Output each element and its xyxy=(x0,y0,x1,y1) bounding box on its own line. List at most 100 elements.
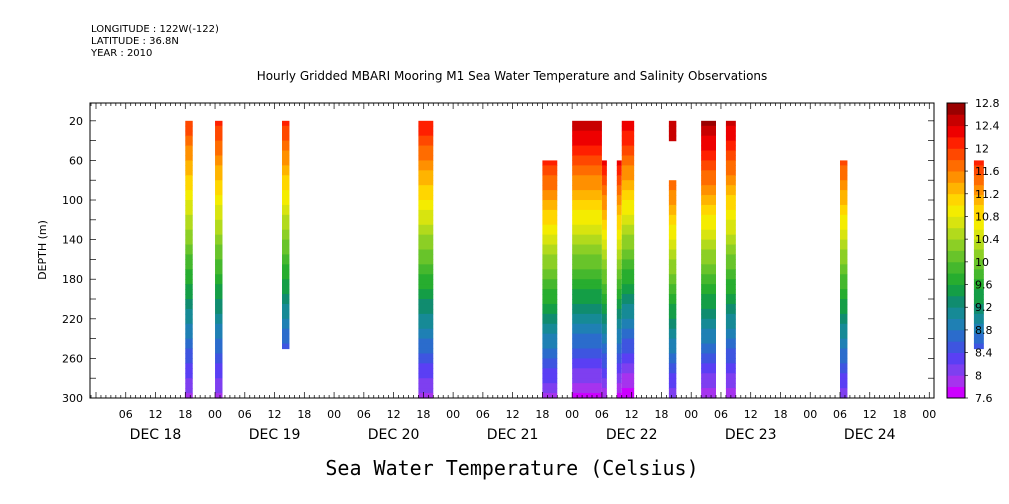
data-cell xyxy=(572,303,602,310)
data-cell xyxy=(701,338,716,345)
x-tick-label: 12 xyxy=(506,408,520,421)
data-cell xyxy=(572,150,602,157)
data-cell xyxy=(973,254,984,261)
data-cell xyxy=(621,130,635,137)
data-cell xyxy=(973,318,984,325)
x-tick-label: 12 xyxy=(863,408,877,421)
data-cell xyxy=(601,165,607,171)
data-cell xyxy=(601,249,607,256)
data-cell xyxy=(701,249,716,256)
x-tick-label: 06 xyxy=(595,408,609,421)
data-cell xyxy=(668,378,677,384)
data-cell xyxy=(542,289,558,295)
data-cell xyxy=(601,254,607,261)
data-cell xyxy=(973,294,984,300)
x-tick-label: 18 xyxy=(535,408,549,421)
data-cell xyxy=(668,214,677,221)
data-cell xyxy=(616,224,622,231)
data-cell xyxy=(215,318,223,325)
data-cell xyxy=(542,323,558,330)
data-cell xyxy=(621,323,635,330)
data-cell xyxy=(668,190,677,196)
data-cell xyxy=(621,229,635,236)
data-cell xyxy=(185,150,193,157)
data-cell xyxy=(668,259,677,265)
data-cell xyxy=(725,343,736,350)
colorbar-swatch xyxy=(947,205,965,217)
data-cell xyxy=(601,373,607,379)
data-column xyxy=(185,120,193,399)
data-cell xyxy=(616,323,622,330)
data-cell xyxy=(725,373,736,379)
latitude-label: LATITUDE : 36.8N xyxy=(91,36,179,47)
data-cell xyxy=(542,200,558,206)
data-cell xyxy=(601,175,607,181)
data-cell xyxy=(185,373,193,379)
data-cell xyxy=(725,130,736,137)
data-cell xyxy=(572,165,602,171)
data-cell xyxy=(418,303,434,310)
data-cell xyxy=(185,353,193,360)
data-cell xyxy=(701,200,716,206)
data-cell xyxy=(215,323,223,330)
data-cell xyxy=(701,195,716,201)
data-cell xyxy=(621,165,635,171)
data-cell xyxy=(185,120,193,127)
x-tick-label: 06 xyxy=(476,408,490,421)
data-cell xyxy=(668,224,677,231)
data-cell xyxy=(701,170,716,176)
x-tick-label: 18 xyxy=(654,408,668,421)
data-cell xyxy=(572,195,602,201)
data-cell xyxy=(282,185,290,191)
data-cell xyxy=(282,200,290,206)
data-cell xyxy=(601,259,607,265)
data-cell xyxy=(621,388,635,394)
data-cell xyxy=(418,234,434,241)
data-cell xyxy=(668,313,677,320)
data-cell xyxy=(725,299,736,305)
data-cell xyxy=(621,343,635,350)
data-cell xyxy=(973,274,984,280)
data-cell xyxy=(601,294,607,300)
data-cell xyxy=(282,318,290,325)
data-cell xyxy=(418,214,434,221)
x-tick-label: 06 xyxy=(119,408,133,421)
data-cell xyxy=(418,180,434,186)
x-tick-label: 18 xyxy=(773,408,787,421)
data-cell xyxy=(418,289,434,295)
data-cell xyxy=(701,244,716,251)
data-cell xyxy=(668,323,677,330)
data-cell xyxy=(572,140,602,147)
data-cell xyxy=(185,234,193,241)
data-cell xyxy=(572,214,602,221)
data-column xyxy=(601,160,607,399)
data-cell xyxy=(616,378,622,384)
data-cell xyxy=(668,373,677,379)
data-cell xyxy=(701,254,716,261)
data-cell xyxy=(621,393,635,399)
metadata-block: LONGITUDE : 122W(-122) LATITUDE : 36.8N … xyxy=(91,24,219,60)
data-cell xyxy=(542,254,558,261)
data-cell xyxy=(621,125,635,132)
data-cell xyxy=(621,333,635,340)
data-cell xyxy=(572,125,602,132)
colorbar-swatch xyxy=(947,227,965,240)
data-cell xyxy=(185,200,193,206)
data-cell xyxy=(542,190,558,196)
data-cell xyxy=(840,244,848,251)
x-tick-label: 12 xyxy=(268,408,282,421)
data-cell xyxy=(725,244,736,251)
data-cell xyxy=(572,279,602,285)
data-cell xyxy=(616,308,622,315)
data-cell xyxy=(215,200,223,206)
y-tick-label: 100 xyxy=(62,194,83,207)
data-cell xyxy=(572,229,602,236)
data-cell xyxy=(215,150,223,157)
data-cell xyxy=(701,363,716,369)
data-cell xyxy=(725,368,736,374)
data-cell xyxy=(542,269,558,275)
data-cell xyxy=(725,294,736,300)
x-tick-label: 06 xyxy=(833,408,847,421)
data-cell xyxy=(725,353,736,360)
data-cell xyxy=(725,160,736,166)
